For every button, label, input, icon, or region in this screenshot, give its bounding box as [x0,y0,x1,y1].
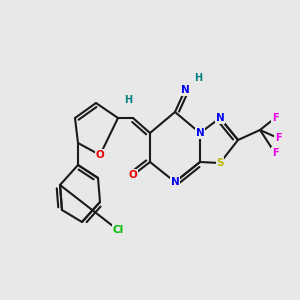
Text: S: S [216,158,224,168]
Text: N: N [216,113,224,123]
Text: O: O [96,150,104,160]
Text: F: F [272,148,278,158]
Text: H: H [194,73,202,83]
Text: N: N [171,177,179,187]
Text: N: N [196,128,204,138]
Text: O: O [129,170,137,180]
Text: F: F [275,133,281,143]
Text: F: F [272,113,278,123]
Text: Cl: Cl [112,225,124,235]
Text: N: N [181,85,189,95]
Text: H: H [124,95,132,105]
